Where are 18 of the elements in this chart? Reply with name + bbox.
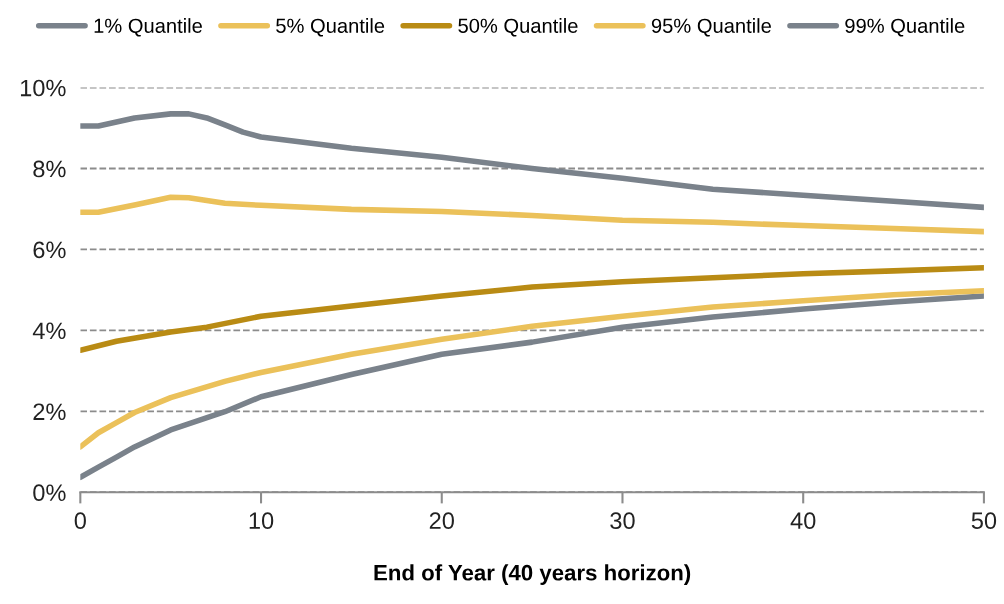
x-tick-label: 0 xyxy=(74,512,86,530)
legend-label: 1% Quantile xyxy=(94,18,202,37)
y-tick-label: 0% xyxy=(33,484,66,502)
x-tick-label: 40 xyxy=(790,512,816,530)
y-tick-label: 2% xyxy=(33,403,66,421)
legend-label: 5% Quantile xyxy=(276,18,385,37)
x-tick-label: 50 xyxy=(971,512,997,530)
x-tick-label: 20 xyxy=(429,512,454,530)
y-tick-label: 4% xyxy=(32,322,66,340)
legend-label: 95% Quantile xyxy=(651,18,771,37)
legend-label: 99% Quantile xyxy=(845,18,965,37)
y-tick-label: 6% xyxy=(33,241,66,259)
x-tick-label: 10 xyxy=(249,512,274,530)
x-axis-title: End of Year (40 years horizon) xyxy=(374,564,691,585)
y-tick-label: 10% xyxy=(20,79,66,97)
y-tick-label: 8% xyxy=(33,160,66,178)
x-tick-label: 30 xyxy=(610,512,635,530)
legend-label: 50% Quantile xyxy=(458,18,578,37)
